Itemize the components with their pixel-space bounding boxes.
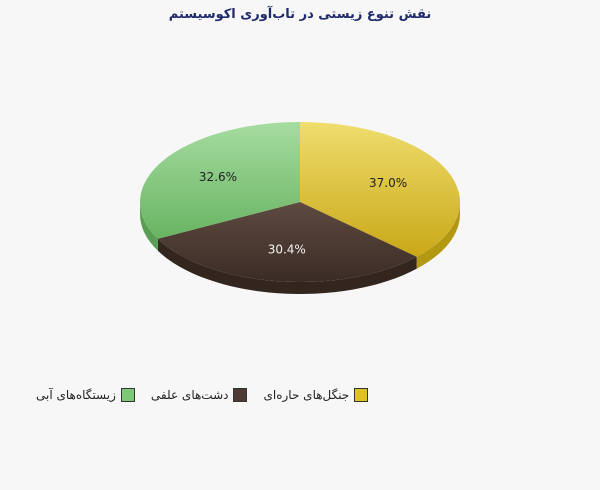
pie-side-tropical-forests — [416, 202, 460, 269]
pie-sides — [140, 202, 460, 294]
legend-swatch — [233, 388, 248, 402]
pie-label-tropical-forests: 37.0% — [369, 176, 407, 190]
legend-label: دشت‌های علفی — [150, 388, 229, 402]
legend-label: زیستگاه‌های آبی — [36, 388, 116, 402]
legend-item-aquatic-habitats: زیستگاه‌های آبی — [36, 388, 135, 402]
legend-item-grasslands: دشت‌های علفی — [151, 388, 248, 402]
legend-swatch — [120, 388, 135, 402]
pie-side-aquatic-habitats — [140, 202, 158, 251]
legend-label: جنگل‌های حاره‌ای — [263, 388, 350, 402]
pie-labels: 37.0% 30.4% 32.6% — [199, 170, 407, 256]
pie-slice-aquatic-habitats — [140, 122, 300, 239]
legend-item-tropical-forests: جنگل‌های حاره‌ای — [263, 388, 369, 402]
legend-swatch — [354, 388, 369, 402]
chart-title: نقش تنوع زیستی در تاب‌آوری اکوسیستم — [168, 7, 432, 22]
pie-side-grasslands — [157, 238, 417, 294]
pie-chart: 37.0% 30.4% 32.6% — [140, 122, 460, 294]
pie-tops — [140, 122, 460, 282]
legend: جنگل‌های حاره‌ای دشت‌های علفی زیستگاه‌ها… — [20, 388, 369, 402]
pie-label-grasslands: 30.4% — [268, 243, 306, 257]
pie-slice-grasslands — [157, 202, 417, 282]
pie-slice-tropical-forests — [300, 122, 460, 257]
pie-label-aquatic-habitats: 32.6% — [199, 170, 237, 184]
